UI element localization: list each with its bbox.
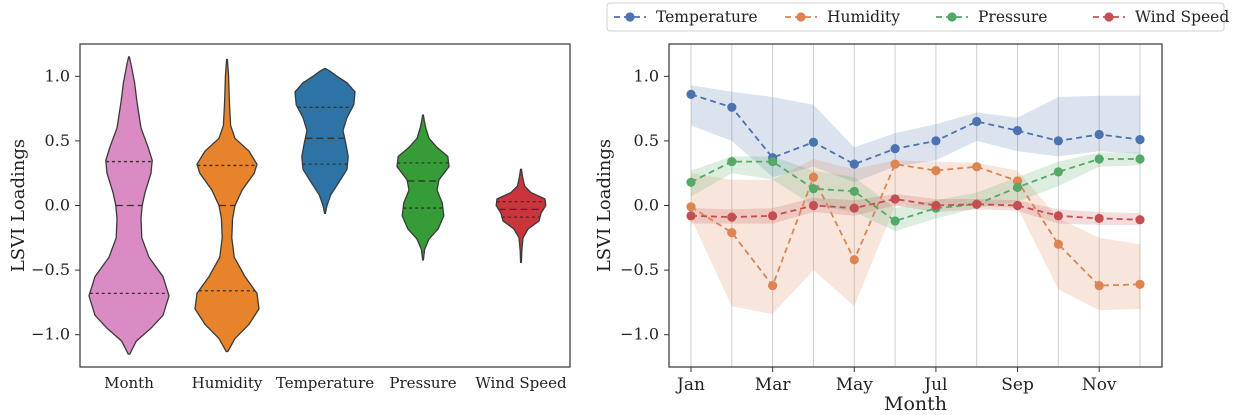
legend: Temperature Humidity Pressure Wind Speed [606,2,1229,32]
data-point [849,159,859,169]
x-tick-label: Month [104,374,154,392]
y-tick-label: −1.0 [620,325,659,344]
data-point [1012,176,1023,186]
confidence-band [691,159,1140,314]
data-point [1053,167,1063,177]
violin-body [396,114,450,261]
data-point [768,281,778,291]
data-point [890,144,900,154]
data-point [890,159,900,169]
y-tick-label: 1.0 [634,66,659,85]
data-point [808,137,819,147]
legend-marker [1104,12,1114,22]
y-tick-label: −0.5 [620,260,659,279]
data-point [686,177,696,187]
data-point [849,255,859,265]
plot-frame [668,43,1163,368]
data-point [1135,215,1145,225]
y-tick-label: −1.0 [31,325,70,344]
legend-marker [625,12,635,22]
data-point [972,162,982,172]
legend-box [606,2,1225,32]
data-point [1094,129,1104,140]
data-point [931,136,941,146]
data-point [1094,154,1104,164]
data-point [727,156,737,167]
data-point [849,203,859,213]
x-axis-label: Month [884,393,947,415]
data-point [1053,239,1063,249]
series-line [690,158,1140,222]
data-point [890,194,900,204]
x-tick-label: Temperature [276,374,374,392]
y-tick-label: 0.5 [634,131,659,150]
x-tick-label: Humidity [192,374,263,392]
data-point [890,216,900,226]
data-point [849,186,859,196]
violin-body [194,58,260,353]
data-point [1012,182,1023,193]
confidence-band [691,85,1140,183]
violin-body [294,67,356,214]
x-tick-label: Jul [922,375,947,395]
legend-label: Wind Speed [1135,8,1229,26]
data-point [768,211,778,221]
data-point [1094,213,1104,224]
x-tick-label: May [836,375,874,395]
data-point [1135,154,1145,164]
series-line [690,198,1141,221]
data-point [727,212,737,222]
data-point [1135,135,1145,145]
data-point [931,200,941,211]
data-point [686,202,696,212]
y-tick-label: 0.0 [634,196,659,215]
data-point [686,89,696,99]
legend-label: Humidity [827,8,900,26]
y-tick-label: 1.0 [45,66,70,85]
legend-marker [947,12,957,22]
legend-label: Pressure [978,8,1048,26]
x-tick-label: Pressure [389,374,456,392]
data-point [727,102,737,112]
confidence-band [691,193,1140,225]
data-point [1012,200,1023,211]
data-point [768,156,778,167]
y-tick-label: 0.5 [45,131,70,150]
y-axis-label: LSVI Loadings [8,139,29,272]
data-point [808,172,819,182]
x-tick-label: Wind Speed [475,374,567,392]
plot-frame [79,43,571,368]
data-point [1094,281,1104,291]
y-tick-label: −0.5 [31,260,70,279]
data-point [808,184,819,194]
confidence-band [691,152,1140,232]
data-point [808,200,819,211]
x-tick-label: Jan [675,375,705,395]
violin-body [495,168,547,263]
line-plot-panel: 1.0 0.5 0.0 −0.5 −1.0 Jan Mar May Jul Sep Nov LSVI … [594,2,1229,415]
data-point [1012,125,1023,136]
data-point [1135,279,1145,289]
legend-marker [796,12,806,22]
x-tick-label: Mar [755,375,792,395]
data-point [727,228,737,238]
y-tick-label: 0.0 [45,196,70,215]
series-line [690,163,1141,288]
y-axis-label: LSVI Loadings [594,139,615,272]
x-tick-label: Nov [1082,375,1117,395]
data-point [931,166,941,176]
data-point [686,211,696,221]
data-point [1053,136,1063,146]
legend-label: Temperature [656,8,758,26]
series-line [690,93,1141,166]
data-point [972,116,982,127]
violin-plot-panel: Month Humidity Temperature Pressure Wind Spe… [8,43,571,392]
data-point [1053,211,1063,221]
data-point [972,199,982,209]
x-tick-label: Sep [1001,375,1034,395]
